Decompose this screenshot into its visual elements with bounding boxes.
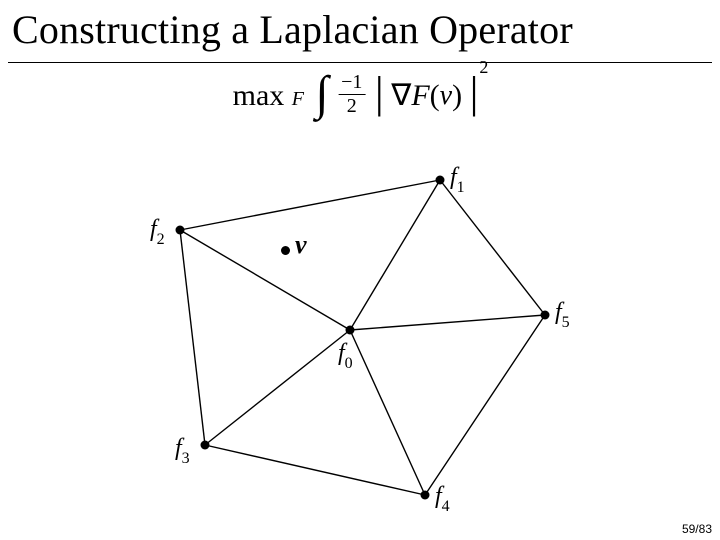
graph-node [436, 176, 445, 185]
graph-edge [205, 330, 350, 445]
slide: Constructing a Laplacian Operator max F … [0, 0, 720, 540]
title-underline [8, 62, 712, 63]
close-paren: ) [452, 79, 462, 112]
node-label: f0 [338, 340, 353, 371]
graph-edge [205, 445, 425, 495]
graph-edge [350, 180, 440, 330]
graph-edge [180, 230, 205, 445]
page-number: 59/83 [682, 522, 712, 536]
page-current: 59 [682, 522, 695, 536]
fraction-numerator: −1 [338, 72, 365, 93]
node-label: f2 [150, 216, 165, 247]
graph-edge [350, 315, 545, 330]
node-label: f3 [175, 435, 190, 466]
graph-svg [150, 155, 590, 505]
graph-edge [440, 180, 545, 315]
equation-max: max F [233, 81, 304, 111]
fraction-denominator: 2 [338, 96, 365, 117]
abs-open-icon: | [375, 71, 384, 115]
graph-node [201, 441, 210, 450]
equation-arg: v [440, 80, 452, 111]
graph-node [541, 311, 550, 320]
abs-close-icon: | [470, 71, 479, 115]
interior-point-label: v [295, 230, 307, 260]
graph-node [176, 226, 185, 235]
graph-node [421, 491, 430, 500]
equation: max F ∫ −1 2 | ∇F(v) |2 [233, 72, 488, 120]
graph-diagram: f0f1f2f3f4f5v [150, 155, 590, 505]
graph-node [346, 326, 355, 335]
equation-max-text: max [233, 79, 285, 112]
graph-edge [180, 230, 350, 330]
equation-exponent: 2 [479, 57, 488, 77]
integral-icon: ∫ [315, 70, 328, 118]
graph-edge [350, 330, 425, 495]
node-label: f1 [450, 164, 465, 195]
equation-fraction: −1 2 [338, 72, 365, 117]
nabla-icon: ∇ [391, 79, 411, 112]
graph-edge [425, 315, 545, 495]
page-total: 83 [699, 522, 712, 536]
node-label: f4 [435, 483, 450, 514]
equation-max-sub: F [292, 88, 304, 110]
open-paren: ( [430, 79, 440, 112]
equation-func: F [411, 79, 429, 112]
interior-point [281, 246, 290, 255]
graph-edge [180, 180, 440, 230]
node-label: f5 [555, 299, 570, 330]
slide-title: Constructing a Laplacian Operator [12, 6, 573, 53]
